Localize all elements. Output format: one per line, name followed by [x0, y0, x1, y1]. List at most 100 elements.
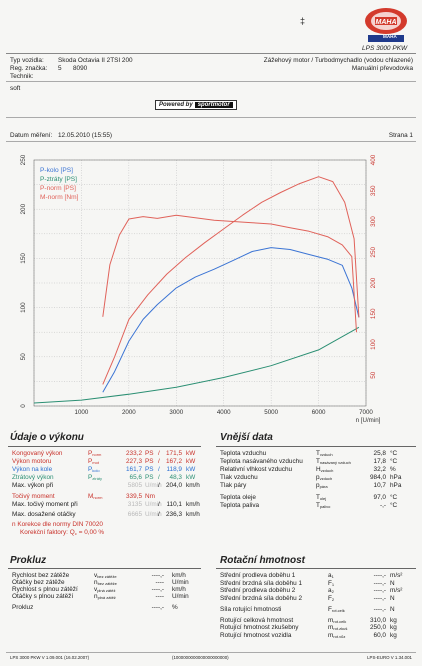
max-power-rpm-unit: U/min [145, 482, 162, 489]
rot-unit: N [390, 579, 395, 587]
x-tick-label: 6000 [312, 409, 326, 416]
date-value: 12.05.2010 (15:55) [58, 132, 113, 139]
x-tick-label: 5000 [264, 409, 278, 416]
perf-sep: / [158, 474, 160, 481]
rot-label: Střední prodleva doběhu 2 [220, 587, 296, 594]
perf-sub: kolo [92, 468, 100, 473]
slip-title: Prokluz [10, 555, 47, 566]
x-tick-label: 7000 [359, 409, 373, 416]
slip-symbol: nplná zátěž [94, 593, 116, 600]
ext-sym: T [316, 502, 320, 509]
perf-sym: P [88, 450, 93, 457]
powered-by-brand: sportmotor [194, 102, 233, 108]
perf-sep: / [158, 482, 160, 489]
gearbox-line: Manuální převodovka [351, 65, 413, 72]
legend-entry-3: M-norm [Nm] [40, 194, 79, 201]
slip-symbol: vplná zátěž [94, 586, 115, 593]
perf-unit-ps: PS [145, 474, 154, 481]
max-torque-label: Max. točivý moment při [12, 501, 78, 508]
plot-frame [33, 159, 367, 407]
rot-symbol: mrot.zkuš [328, 624, 347, 631]
rot-value: 310,0 [370, 616, 386, 624]
correction-factor: Korekční faktory: Qc = 0,00 % [20, 529, 104, 536]
y-left-tick-label: 0 [20, 404, 27, 408]
perf-unit-kw: kW [186, 466, 196, 473]
perf-label: Výkon na kole [12, 466, 53, 473]
page-number: Strana 1 [388, 132, 413, 139]
ext-sym: T [316, 494, 320, 501]
technician-label: Technik: [10, 73, 34, 80]
max-torque-speed: 110,1 [166, 501, 182, 508]
perf-sep: / [158, 501, 160, 508]
rot-unit: kg [390, 631, 397, 639]
y-left-tick-label: 50 [20, 353, 27, 361]
slip-sub: plná zátěž [97, 588, 116, 593]
slip-label: Otáčky bez zátěže [12, 579, 65, 586]
max-power-speed-unit: km/h [186, 482, 200, 489]
slip-total-label: Prokluz [12, 604, 34, 611]
rot-symbol: mrot.vůz [328, 632, 345, 639]
date-label: Datum měření: [10, 132, 53, 139]
ext-label: Teplota nasávaného vzduchu [220, 458, 303, 465]
y-right-tick-label: 400 [370, 154, 377, 165]
rot-label: Rotující hmotnost vozidla [220, 631, 292, 639]
brand-name: MAHA [383, 34, 397, 39]
vehicle-type-label: Typ vozidla: [10, 57, 44, 64]
slip-total-value: ----,- [151, 604, 164, 611]
max-rpm-label: Max. dosažené otáčky [12, 511, 76, 518]
chart-series [33, 176, 360, 404]
slip-label: Otáčky s plnou zátěží [12, 593, 74, 600]
maha-logo: MAHA [362, 5, 410, 45]
rot-sym: a [328, 572, 332, 579]
perf-label: Výkon motoru [12, 458, 52, 465]
perf-value-kw: 171,5 [166, 450, 182, 457]
slip-symbol: nbez zátěže [94, 579, 117, 586]
rot-sub: rot.vůz [333, 633, 346, 639]
slip-sym: n [94, 579, 98, 586]
x-tick-label: 2000 [122, 409, 136, 416]
perf-sep: / [158, 458, 160, 465]
ext-value: 984,0 [370, 474, 386, 481]
rot-sub: 2 [331, 589, 334, 594]
rotating-title: Rotační hmotnost [220, 555, 305, 566]
y-right-tick-label: 250 [370, 246, 377, 257]
rot-value: ----,- [373, 594, 386, 602]
max-power-label: Max. výkon při [12, 482, 54, 489]
external-title: Vnější data [220, 432, 273, 443]
ext-sub: vzduch [319, 452, 333, 457]
perf-sep: / [158, 511, 160, 518]
perf-sym: P [88, 474, 93, 481]
series-line-0 [102, 247, 360, 393]
x-tick-label: 4000 [217, 409, 231, 416]
perf-unit-kw: kW [186, 458, 196, 465]
rot-label: Síla rotující hmotnosti [220, 605, 282, 613]
rot-sub: rot.celk [333, 618, 347, 624]
rot-sub: 1 [331, 574, 334, 579]
chart-legend: P-kolo [PS] P-ztráty [PS] P-norm [PS] M-nor… [40, 167, 79, 201]
y-left-tick-label: 150 [20, 253, 27, 264]
rot-sub: 1 [331, 581, 335, 587]
max-rpm-unit: U/min [145, 511, 162, 518]
perf-unit-kw: kW [186, 474, 196, 481]
rot-label: Rotující hmotnost zkušebny [220, 624, 299, 631]
ext-sym: T [316, 450, 320, 457]
rot-value: 60,0 [373, 631, 386, 639]
rot-unit: N [390, 594, 395, 602]
powered-by-text: Powered by [159, 102, 193, 108]
rot-sym: m [328, 616, 334, 624]
ext-value: 10,7 [373, 482, 386, 489]
slip-unit: U/min [172, 593, 189, 600]
ext-label: Teplota oleje [220, 494, 256, 501]
reg-label: Reg. značka: [10, 65, 48, 72]
x-axis-label: n [U/min] [356, 417, 381, 424]
y-left-tick-label: 100 [20, 302, 27, 313]
slip-label: Rychlost s plnou zátěží [12, 586, 78, 593]
perf-symbol: Pztráty [88, 474, 102, 481]
rot-symbol: F2 [328, 595, 334, 602]
engine-line: Zážehový motor / Turbodmychadlo (vodou c… [263, 57, 413, 64]
ext-symbol: Tnasávaný vzduch [316, 458, 351, 465]
perf-sub: ztráty [92, 476, 103, 481]
y-right-tick-label: 300 [370, 216, 377, 227]
reg-value-1: 5 [58, 65, 62, 72]
